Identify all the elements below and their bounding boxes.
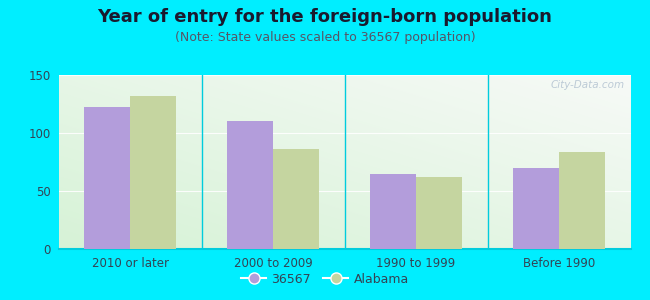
Bar [227, 122, 273, 249]
Text: Year of entry for the foreign-born population: Year of entry for the foreign-born popul… [98, 8, 552, 26]
Bar [370, 174, 416, 249]
Text: City-Data.com: City-Data.com [551, 80, 625, 90]
Bar [514, 168, 559, 249]
Bar [273, 149, 318, 249]
Bar [559, 152, 604, 249]
Bar [416, 177, 462, 249]
Bar [84, 107, 130, 249]
Bar [130, 96, 176, 249]
Text: (Note: State values scaled to 36567 population): (Note: State values scaled to 36567 popu… [175, 32, 475, 44]
Legend: 36567, Alabama: 36567, Alabama [237, 268, 413, 291]
